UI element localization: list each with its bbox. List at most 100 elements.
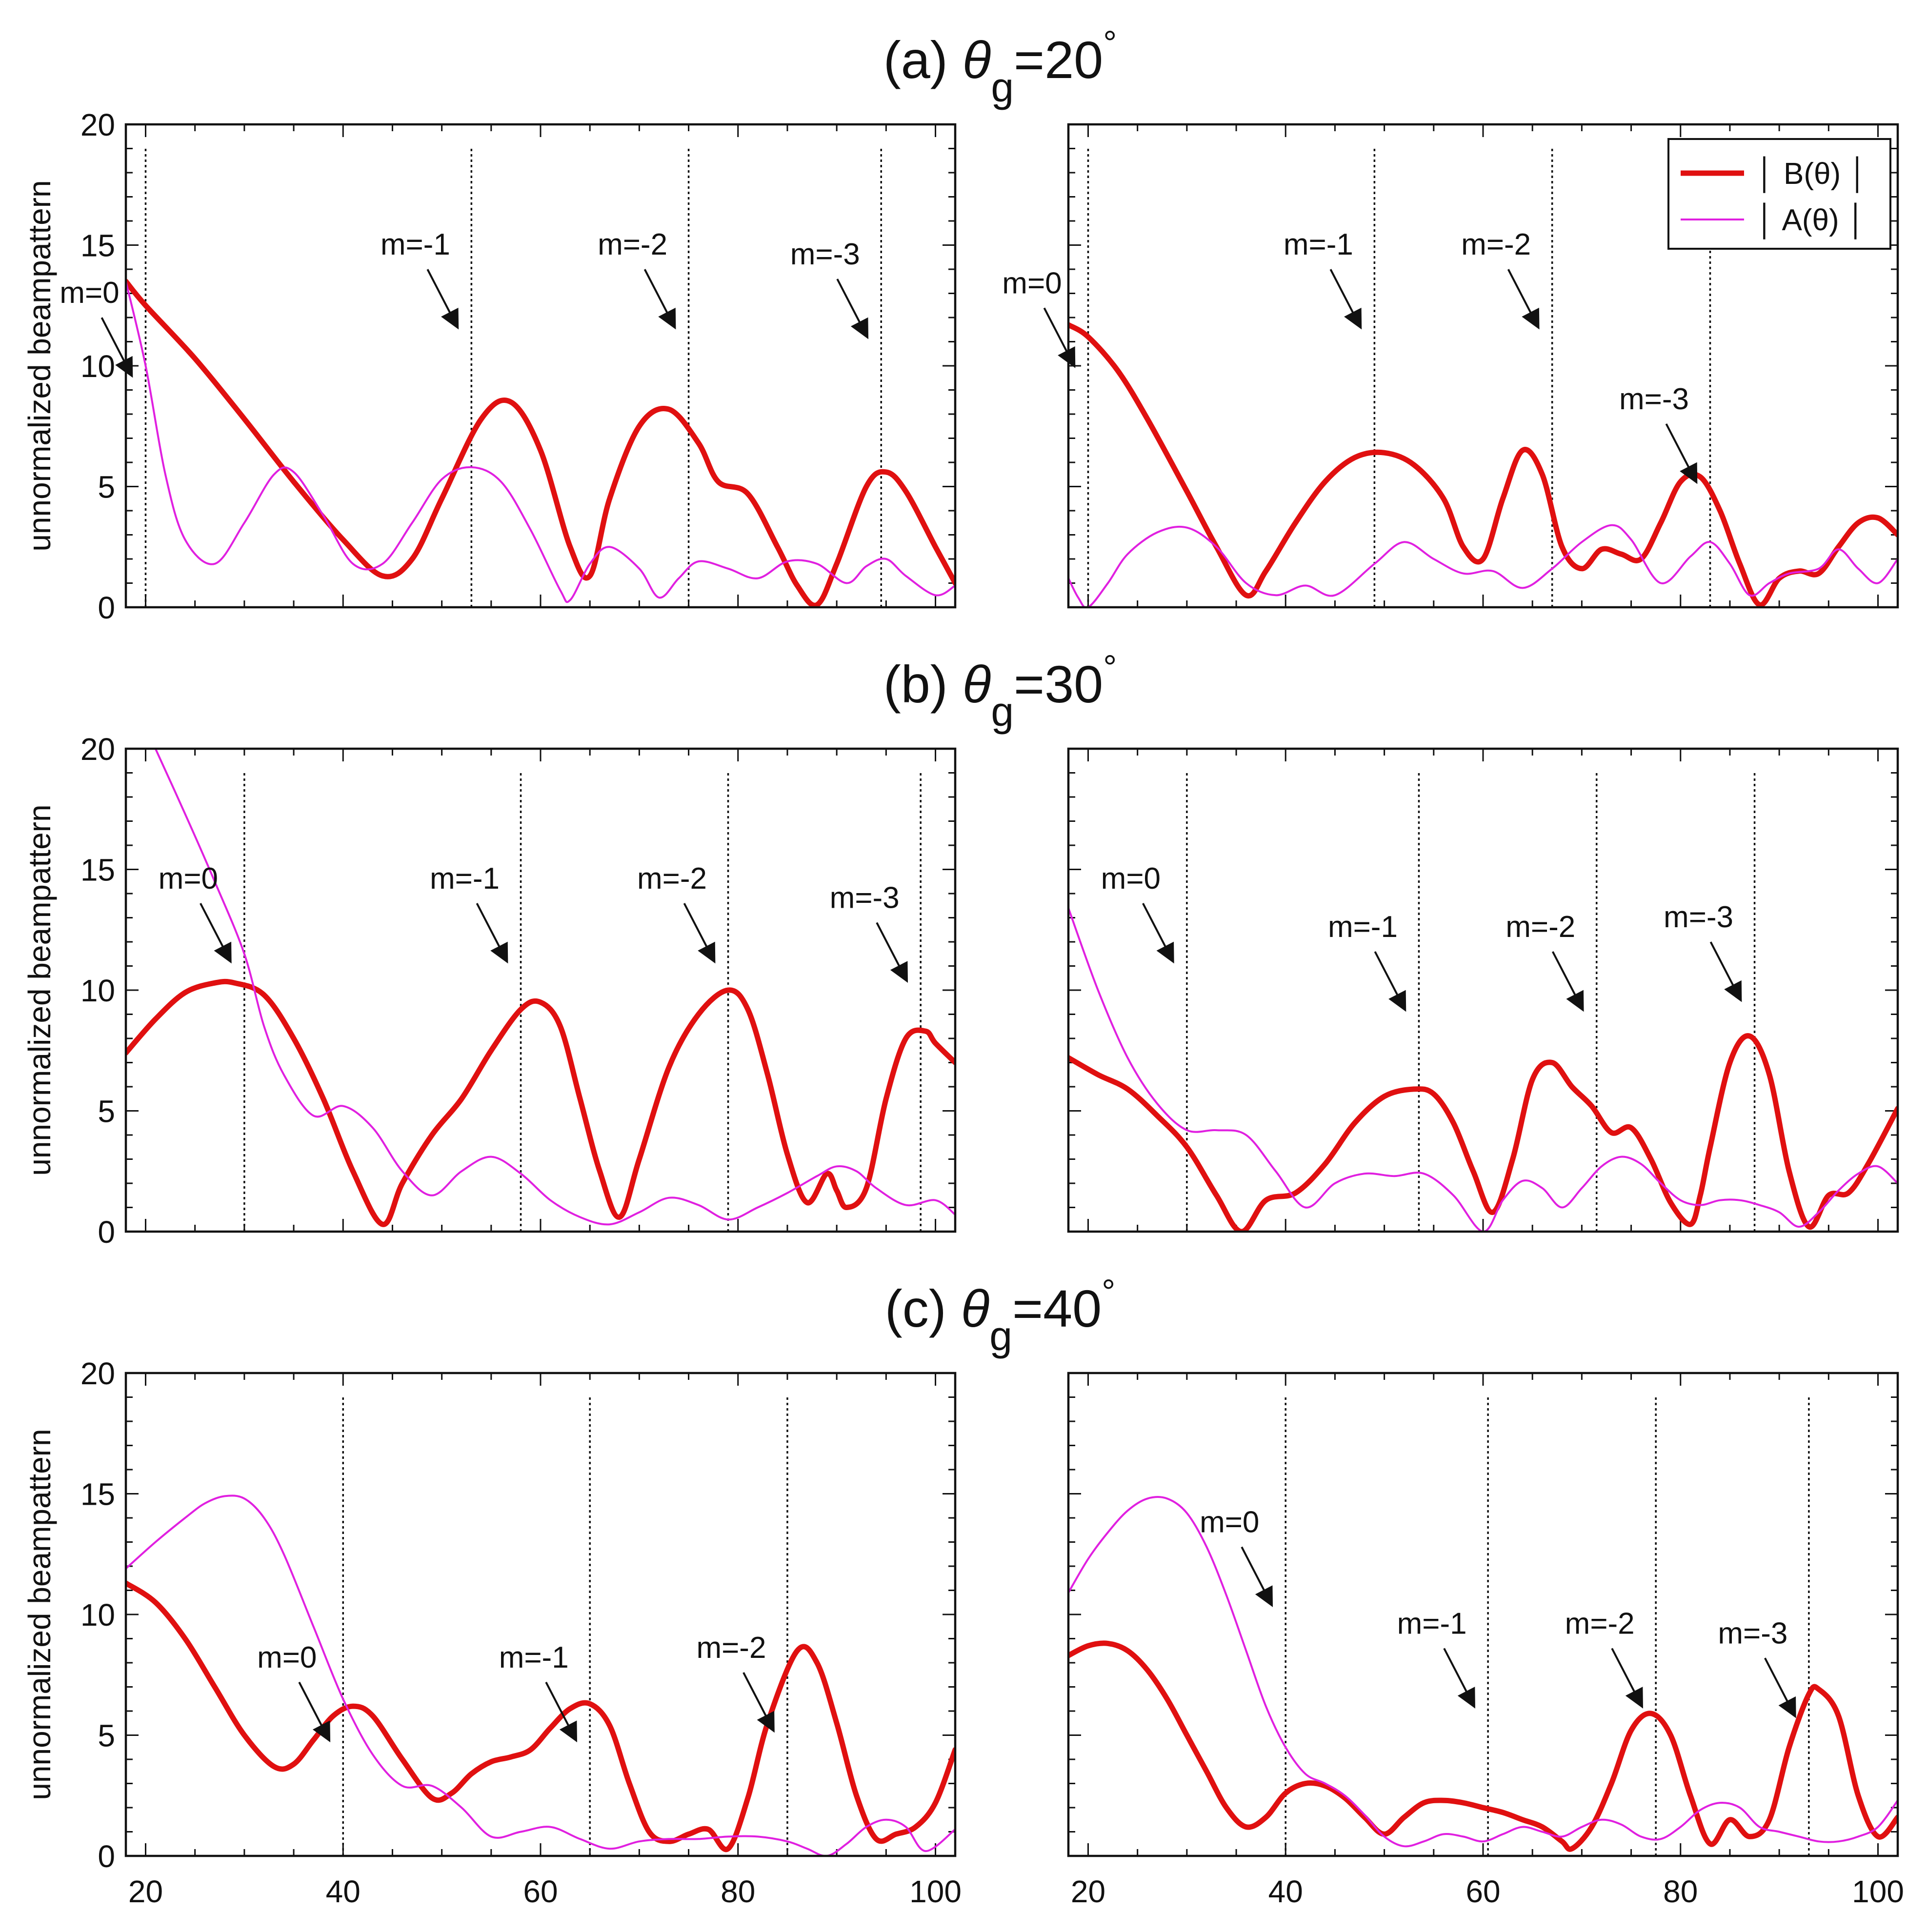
series-A-line (126, 280, 955, 603)
order-label: m=-3 (790, 238, 860, 271)
title-degree: ° (1102, 1273, 1115, 1311)
panel-1-1: m=0 m=-1 m=-2 m=-3 (1067, 747, 1899, 1233)
order-label: m=0 (1200, 1506, 1259, 1539)
order-label: m=-2 (1565, 1607, 1635, 1641)
panel-frame (1067, 1372, 1899, 1857)
panel-0-0: 0 5 10 15 20 unnormalized beampattern m=0 m=-1 m… (22, 107, 957, 625)
title-value: =40 (1012, 1279, 1102, 1338)
order-label: m=0 (159, 862, 218, 896)
row-title: (c) θg=40° (885, 1273, 1115, 1359)
order-arrow (1443, 1648, 1475, 1709)
panel-frame (124, 1372, 957, 1857)
title-theta: θ (961, 1279, 990, 1338)
y-tick-label: 5 (98, 1094, 115, 1129)
order-arrow (1241, 1546, 1273, 1607)
x-tick-label: 20 (128, 1874, 163, 1909)
order-label: m=-2 (1461, 228, 1531, 261)
legend-box (1667, 138, 1891, 250)
order-label: m=-1 (430, 862, 500, 896)
order-arrow (1665, 423, 1698, 484)
order-arrow (1374, 951, 1406, 1012)
y-tick-label: 20 (80, 732, 115, 767)
row-title-text: (c) θg=40° (885, 1273, 1115, 1359)
series-B-line (126, 978, 955, 1227)
order-label: m=-2 (1505, 910, 1575, 944)
y-tick-label: 15 (80, 1477, 115, 1512)
y-tick-label: 0 (98, 1839, 115, 1874)
row-title: (b) θg=30° (883, 648, 1117, 735)
order-arrow (1551, 951, 1584, 1012)
legend-B-label: │ B(θ) │ (1756, 156, 1868, 193)
y-tick-label: 15 (80, 853, 115, 888)
row-title-text: (a) θg=20° (883, 24, 1117, 110)
order-arrow (643, 269, 676, 330)
y-tick-label: 10 (80, 973, 115, 1008)
order-label: m=-1 (499, 1641, 569, 1674)
order-label: m=-1 (1328, 910, 1398, 944)
panel-frame (1067, 123, 1899, 609)
order-label: m=-2 (598, 228, 667, 261)
panel-frame (124, 123, 957, 609)
order-arrow (1764, 1657, 1796, 1718)
order-arrow (743, 1672, 775, 1733)
y-tick-label: 15 (80, 228, 115, 263)
order-arrow (1611, 1648, 1644, 1709)
x-tick-label: 40 (1268, 1874, 1303, 1909)
series-A-line (1068, 907, 1898, 1232)
order-label: m=-3 (1664, 900, 1733, 934)
order-label: m=-1 (1284, 228, 1353, 261)
order-arrow (683, 903, 716, 964)
order-arrow (1329, 269, 1362, 330)
order-label: m=-3 (830, 881, 900, 915)
title-prefix: (a) (883, 30, 963, 89)
order-arrow (1709, 941, 1742, 1002)
order-arrow (836, 279, 869, 339)
y-tick-label: 0 (98, 1215, 115, 1250)
x-tick-label: 100 (909, 1874, 962, 1909)
order-label: m=-2 (637, 862, 707, 896)
title-subscript: g (991, 689, 1014, 735)
panel-frame (1067, 747, 1899, 1233)
title-degree: ° (1103, 648, 1117, 686)
y-tick-label: 10 (80, 1597, 115, 1633)
series-B-line (1068, 1640, 1898, 1852)
series-B-line (1068, 322, 1898, 607)
title-prefix: (c) (885, 1279, 961, 1338)
y-tick-label: 20 (80, 107, 115, 142)
order-label: m=-2 (696, 1631, 766, 1665)
series-B-line (126, 279, 955, 607)
x-tick-label: 40 (326, 1874, 361, 1909)
order-label: m=0 (257, 1641, 317, 1674)
x-tick-label: 60 (1465, 1874, 1500, 1909)
title-theta: θ (963, 655, 991, 714)
series-A-line (126, 1494, 955, 1856)
y-tick-label: 5 (98, 470, 115, 505)
y-axis-label: unnormalized beampattern (22, 1429, 57, 1800)
x-tick-label: 80 (721, 1874, 755, 1909)
series-A-line (154, 749, 955, 1226)
order-arrow (1507, 269, 1540, 330)
order-arrow (200, 903, 232, 964)
panel-1-0: 0 5 10 15 20 unnormalized beampattern m=0 m=-1 m… (22, 732, 957, 1250)
legend: │ B(θ) │ │ A(θ) │ (1667, 138, 1891, 250)
title-degree: ° (1103, 24, 1117, 62)
row-title-text: (b) θg=30° (883, 648, 1117, 735)
title-value: =30 (1014, 655, 1103, 714)
x-tick-label: 20 (1071, 1874, 1105, 1909)
order-arrow (1043, 307, 1076, 368)
title-theta: θ (963, 30, 991, 89)
order-arrow (1142, 903, 1174, 964)
order-arrow (545, 1681, 578, 1743)
series-A-line (1068, 524, 1898, 607)
x-tick-label: 80 (1663, 1874, 1698, 1909)
y-tick-label: 0 (98, 590, 115, 625)
y-tick-label: 20 (80, 1356, 115, 1391)
title-subscript: g (991, 64, 1014, 110)
y-axis-label: unnormalized beampattern (22, 804, 57, 1175)
order-label: m=-1 (381, 228, 450, 261)
series-B-line (126, 1580, 955, 1852)
title-prefix: (b) (883, 655, 963, 714)
x-tick-label: 60 (523, 1874, 558, 1909)
order-label: m=-3 (1718, 1616, 1787, 1650)
